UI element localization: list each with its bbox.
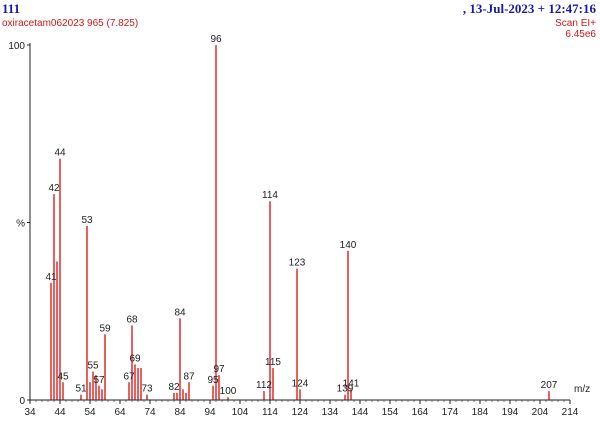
peak-label-140: 140 [340, 240, 357, 251]
x-tick-label-194: 194 [502, 407, 519, 418]
x-tick-label-184: 184 [472, 407, 489, 418]
tick-marks: 34 44 54 64 74 84 94 104 114 124 134 144 154 164 174 18… [8, 41, 590, 418]
x-tick-label-94: 94 [204, 407, 216, 418]
peak-label-57: 57 [93, 375, 105, 386]
peak-label-114: 114 [262, 190, 278, 201]
sample-name: oxiracetam062023 965 (7.825) [2, 18, 139, 29]
peak-label-45: 45 [57, 371, 69, 382]
x-tick-label-84: 84 [174, 407, 186, 418]
x-tick-label-104: 104 [232, 407, 249, 418]
peak-bars [50, 45, 550, 400]
x-tick-label-124: 124 [292, 407, 309, 418]
x-tick-label-174: 174 [442, 407, 459, 418]
peak-label-68: 68 [126, 314, 138, 325]
sample-id: 111 [2, 1, 21, 16]
peak-label-55: 55 [87, 361, 99, 372]
x-tick-label-204: 204 [532, 407, 549, 418]
scan-mode: Scan EI+ [555, 18, 596, 29]
y-tick-label-50: % [16, 219, 25, 230]
x-tick-label-134: 134 [322, 407, 339, 418]
x-axis-label: m/z [574, 384, 590, 395]
x-tick-label-164: 164 [412, 407, 429, 418]
peak-label-59: 59 [99, 323, 111, 334]
x-tick-label-34: 34 [24, 407, 36, 418]
peak-label-82: 82 [168, 382, 180, 393]
x-tick-label-114: 114 [262, 407, 278, 418]
peak-label-69: 69 [129, 354, 141, 365]
peak-label-73: 73 [141, 384, 153, 395]
peak-label-115: 115 [265, 357, 281, 368]
peak-label-95: 95 [207, 375, 219, 386]
x-tick-label-64: 64 [114, 407, 126, 418]
peak-label-207: 207 [541, 380, 558, 391]
peak-label-139: 139 [337, 384, 354, 395]
peak-label-41: 41 [45, 272, 57, 283]
peak-label-42: 42 [48, 183, 60, 194]
y-tick-label-0: 0 [19, 396, 25, 407]
x-tick-label-74: 74 [144, 407, 156, 418]
peak-label-97: 97 [213, 364, 225, 375]
y-tick-label-100: 100 [8, 41, 25, 52]
peak-label-84: 84 [174, 307, 186, 318]
peak-labels: 41 42 44 45 51 53 55 57 59 67 68 69 73 82 84 87 95 96 97 10… [45, 34, 557, 397]
peak-label-123: 123 [289, 258, 306, 269]
peak-label-67: 67 [123, 371, 135, 382]
peak-label-51: 51 [75, 384, 87, 395]
peak-label-112: 112 [256, 380, 272, 391]
x-tick-label-214: 214 [562, 407, 579, 418]
x-tick-label-154: 154 [382, 407, 399, 418]
peak-label-124: 124 [292, 378, 309, 389]
peak-label-141: 141 [343, 378, 360, 389]
x-tick-label-44: 44 [54, 407, 66, 418]
peak-label-44: 44 [54, 148, 66, 159]
x-tick-label-54: 54 [84, 407, 96, 418]
x-tick-label-144: 144 [352, 407, 369, 418]
peak-label-87: 87 [183, 371, 195, 382]
acquisition-datetime: , 13-Jul-2023 + 12:47:16 [462, 1, 596, 16]
intensity-scale: 6.45e6 [565, 29, 596, 40]
axes [29, 43, 570, 401]
peak-label-96: 96 [210, 34, 222, 45]
peak-label-53: 53 [81, 215, 93, 226]
peak-label-100: 100 [220, 386, 237, 397]
